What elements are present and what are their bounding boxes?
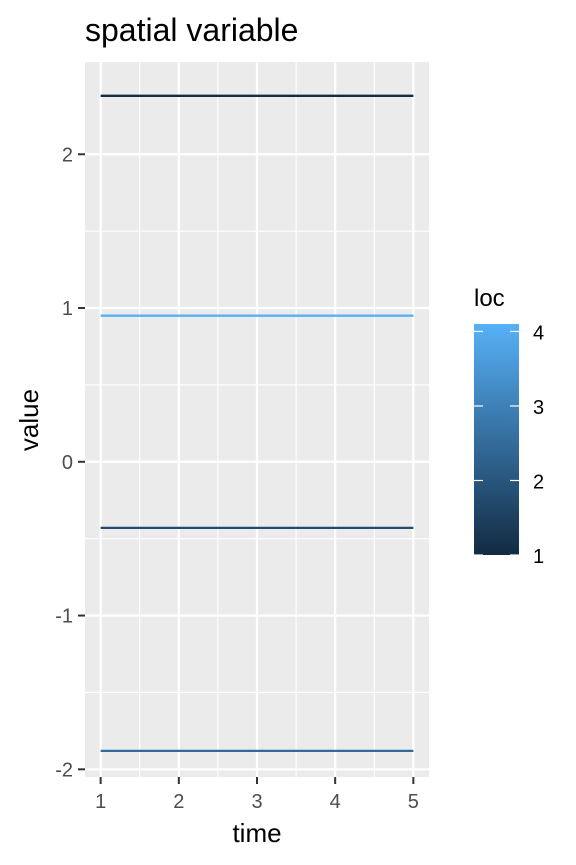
y-tick-label: -2 (55, 759, 73, 781)
y-axis-label: value (14, 389, 44, 451)
y-tick-label: -1 (55, 606, 73, 628)
legend-ticks: 1 2 3 4 (474, 322, 544, 568)
series-lines (100, 94, 414, 753)
legend-tick-label: 1 (533, 546, 544, 568)
x-tick-label: 3 (251, 791, 262, 813)
color-legend: loc 1 2 3 4 (474, 285, 544, 568)
y-tick-label: 1 (62, 298, 73, 320)
major-gridlines (85, 62, 429, 777)
chart-title: spatial variable (85, 12, 298, 48)
x-axis-label: time (232, 818, 281, 848)
y-tick-label: 2 (62, 144, 73, 166)
x-axis: 1 2 3 4 5 (95, 777, 419, 813)
x-tick-label: 5 (408, 791, 419, 813)
legend-colorbar (474, 324, 519, 555)
legend-tick-label: 3 (533, 397, 544, 419)
x-tick-label: 2 (173, 791, 184, 813)
legend-tick-label: 2 (533, 471, 544, 493)
minor-gridlines (85, 62, 429, 777)
x-tick-label: 4 (330, 791, 341, 813)
legend-title: loc (474, 285, 505, 312)
x-tick-label: 1 (95, 791, 106, 813)
y-tick-label: 0 (62, 452, 73, 474)
y-axis: -2 -1 0 1 2 (55, 144, 85, 781)
legend-tick-label: 4 (533, 322, 544, 344)
